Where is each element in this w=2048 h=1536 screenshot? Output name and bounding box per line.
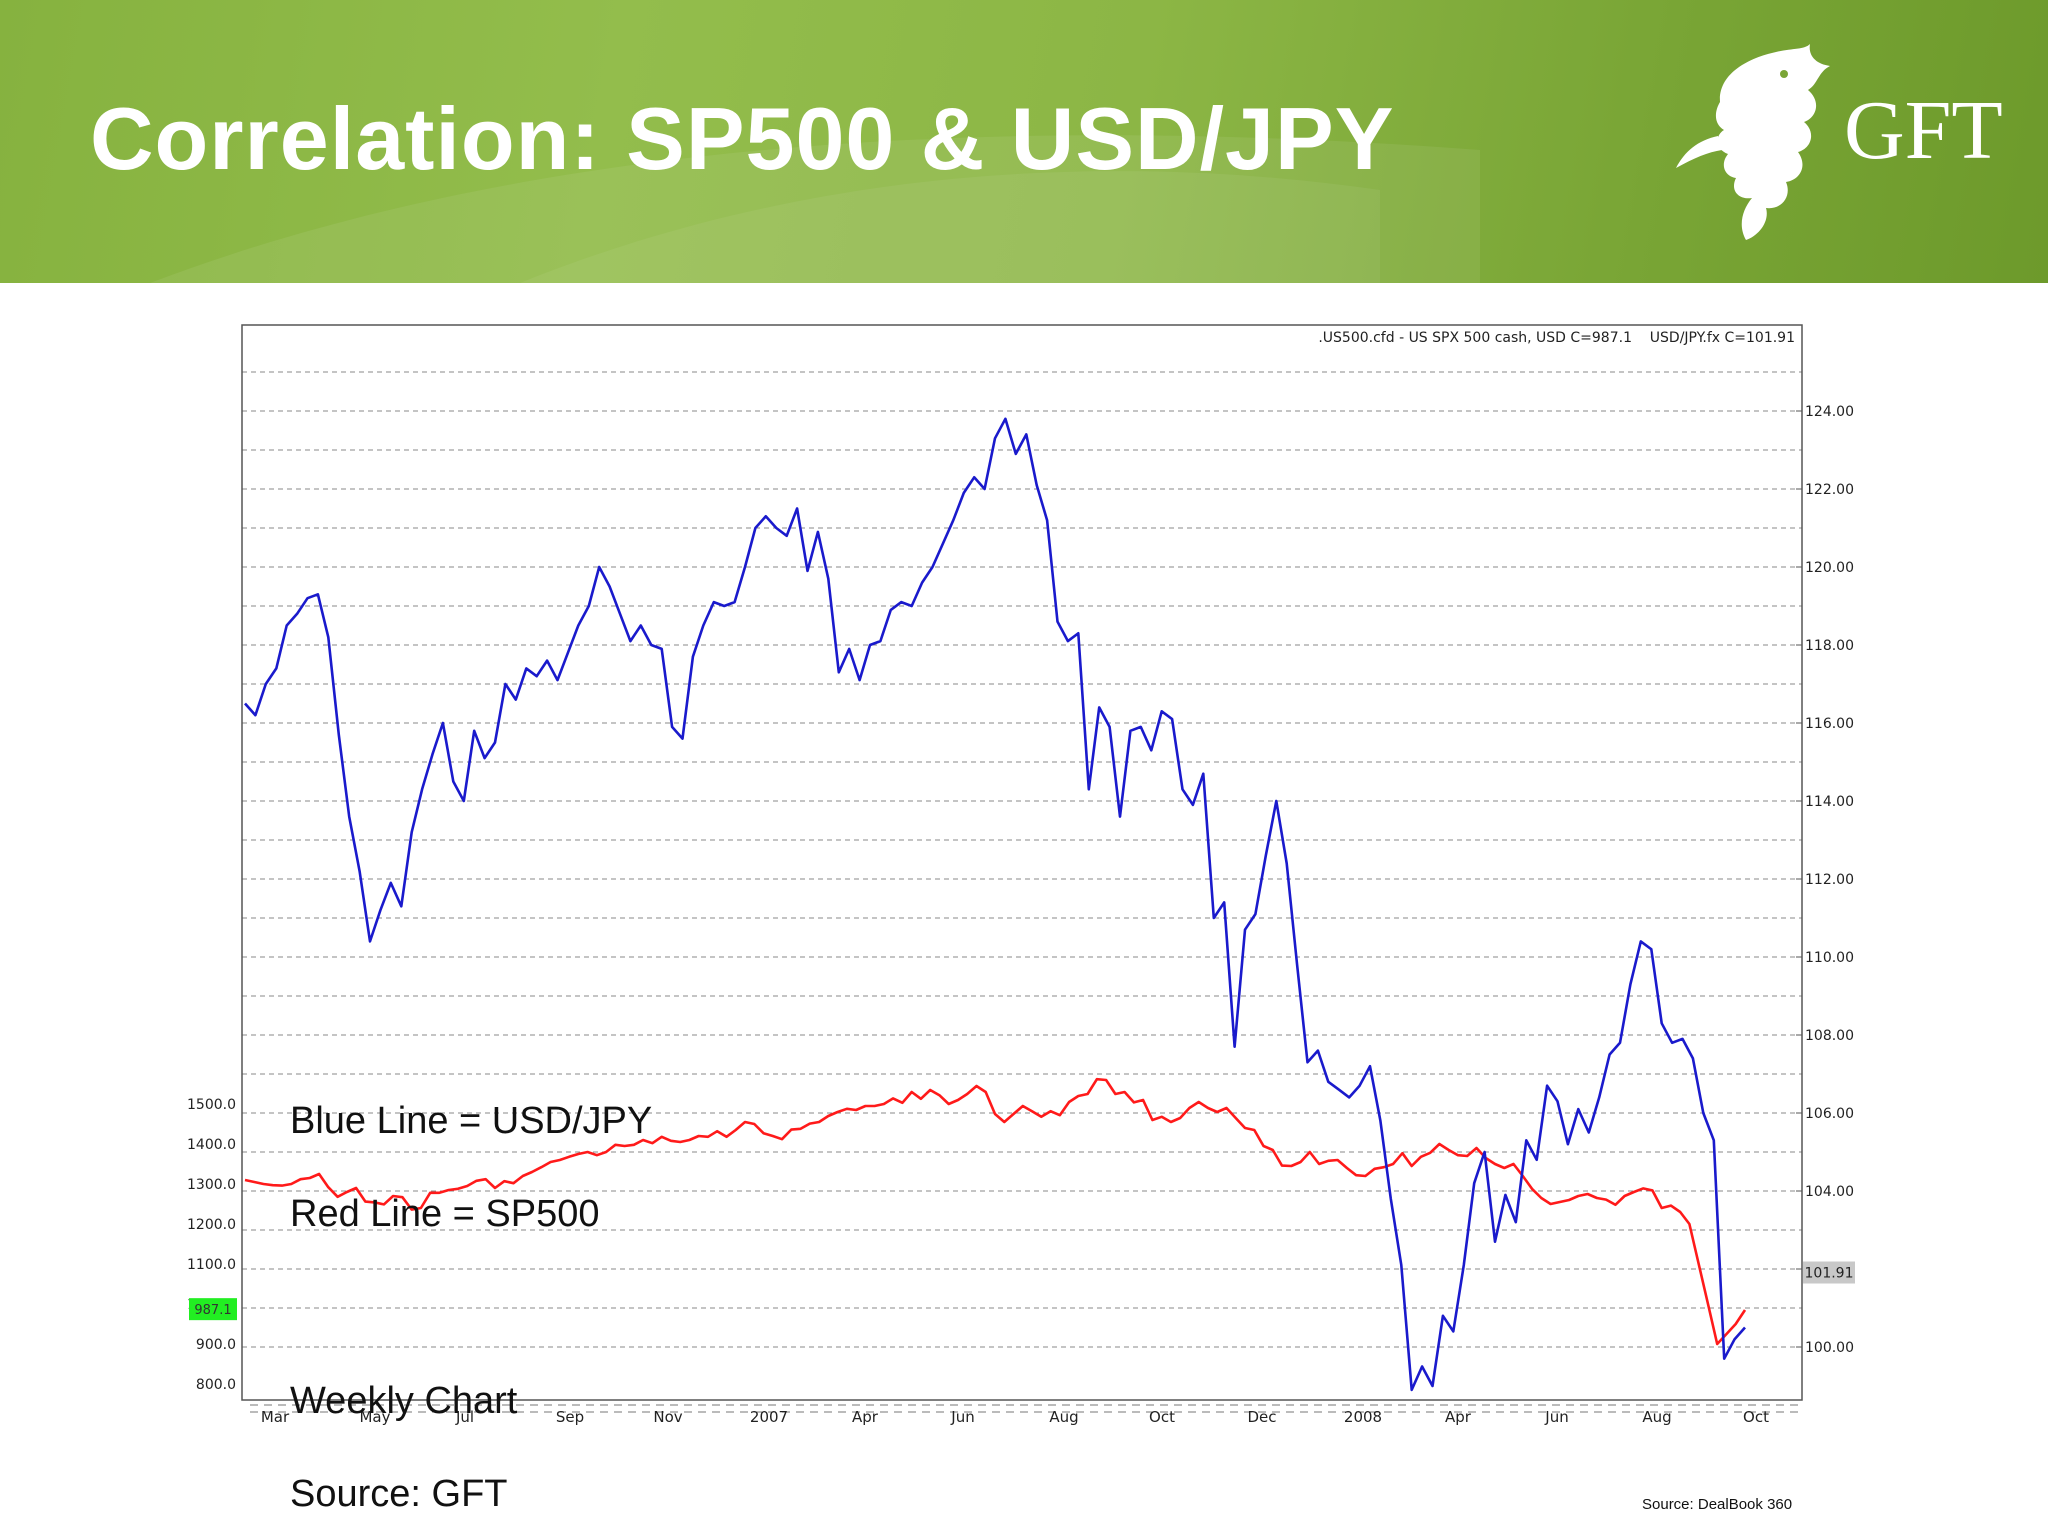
left-tick-label: 1200.0 <box>187 1217 236 1233</box>
x-tick-label: Dec <box>1247 1408 1276 1426</box>
right-tick-label: 122.00 <box>1805 482 1854 498</box>
right-tick-label: 118.00 <box>1805 638 1854 654</box>
right-last-value-badge <box>1803 1261 1855 1284</box>
x-tick-label: Aug <box>1642 1408 1671 1426</box>
weekly-chart-note: Weekly Chart <box>290 1380 518 1422</box>
x-tick-label: May <box>359 1408 390 1426</box>
plot-frame <box>241 324 1803 1401</box>
x-tick-label: Aug <box>1049 1408 1078 1426</box>
gft-lion-logo: GFT <box>1676 44 2003 240</box>
x-tick-label: Apr <box>1445 1408 1472 1426</box>
series-layer <box>244 417 1747 1392</box>
right-tick-label: 120.00 <box>1805 560 1854 576</box>
left-last-value-badge <box>189 1298 237 1321</box>
left-tick-label: 900.0 <box>196 1337 236 1353</box>
right-tick-label: 100.00 <box>1805 1340 1854 1356</box>
series-line-sp500 <box>244 1077 1747 1346</box>
x-tick-label: Nov <box>653 1408 682 1426</box>
series-line-usdjpy <box>244 417 1746 1392</box>
right-tick-label: 112.00 <box>1805 872 1854 888</box>
x-tick-label: Jun <box>1544 1408 1568 1426</box>
x-tick-label: 2008 <box>1344 1408 1382 1426</box>
right-tick-label: 106.00 <box>1805 1106 1854 1122</box>
red-line-note: Red Line = SP500 <box>290 1193 600 1235</box>
right-axis-ticks: 100.00102.00104.00106.00108.00110.00112.… <box>1796 404 1854 1356</box>
x-tick-label: Apr <box>852 1408 879 1426</box>
chart-gridlines <box>242 371 1802 1348</box>
right-tick-label: 114.00 <box>1805 794 1854 810</box>
x-tick-label: Sep <box>556 1408 584 1426</box>
left-axis-ticks: 800.0900.01000.01100.01200.01300.01400.0… <box>187 1097 236 1393</box>
right-tick-label: 104.00 <box>1805 1184 1854 1200</box>
x-tick-label: Oct <box>1149 1408 1175 1426</box>
left-last-value-label: 987.1 <box>194 1303 231 1318</box>
source-dealbook-note: Source: DealBook 360 <box>1642 1496 1793 1513</box>
x-tick-label: Oct <box>1743 1408 1769 1426</box>
chart-header: .US500.cfd - US SPX 500 cash, USD C=987.… <box>1318 330 1795 346</box>
right-tick-label: 124.00 <box>1805 404 1854 420</box>
x-axis-ticks: Mar May Jul Sep Nov 2007 Apr Jun Aug Oct Dec 2008 Ap… <box>250 1404 1802 1426</box>
banner-swoosh <box>150 135 1480 283</box>
correlation-chart: .US500.cfd - US SPX 500 cash, USD C=987.… <box>187 324 1855 1426</box>
slide-title: Correlation: SP500 & USD/JPY <box>90 89 1395 188</box>
right-last-value-label: 101.91 <box>1805 1266 1854 1282</box>
title-banner: Correlation: SP500 & USD/JPY GFT <box>0 0 2048 283</box>
x-tick-label: 2007 <box>750 1408 788 1426</box>
logo-text: GFT <box>1844 84 2003 177</box>
x-tick-label: Mar <box>261 1408 290 1426</box>
right-tick-label: 110.00 <box>1805 950 1854 966</box>
x-tick-label: Jun <box>950 1408 974 1426</box>
left-tick-label: 1300.0 <box>187 1177 236 1193</box>
last-value-labels: 987.1 101.91 <box>189 1261 1855 1321</box>
left-tick-label: 1100.0 <box>187 1257 236 1273</box>
left-tick-label: 800.0 <box>196 1377 236 1393</box>
right-tick-label: 116.00 <box>1805 716 1854 732</box>
left-tick-label: 1400.0 <box>187 1137 236 1153</box>
blue-line-note: Blue Line = USD/JPY <box>290 1100 653 1142</box>
right-tick-label: 108.00 <box>1805 1028 1854 1044</box>
x-tick-label: Jul <box>455 1408 474 1426</box>
left-tick-label: 1500.0 <box>187 1097 236 1113</box>
source-gft-note: Source: GFT <box>290 1473 508 1515</box>
